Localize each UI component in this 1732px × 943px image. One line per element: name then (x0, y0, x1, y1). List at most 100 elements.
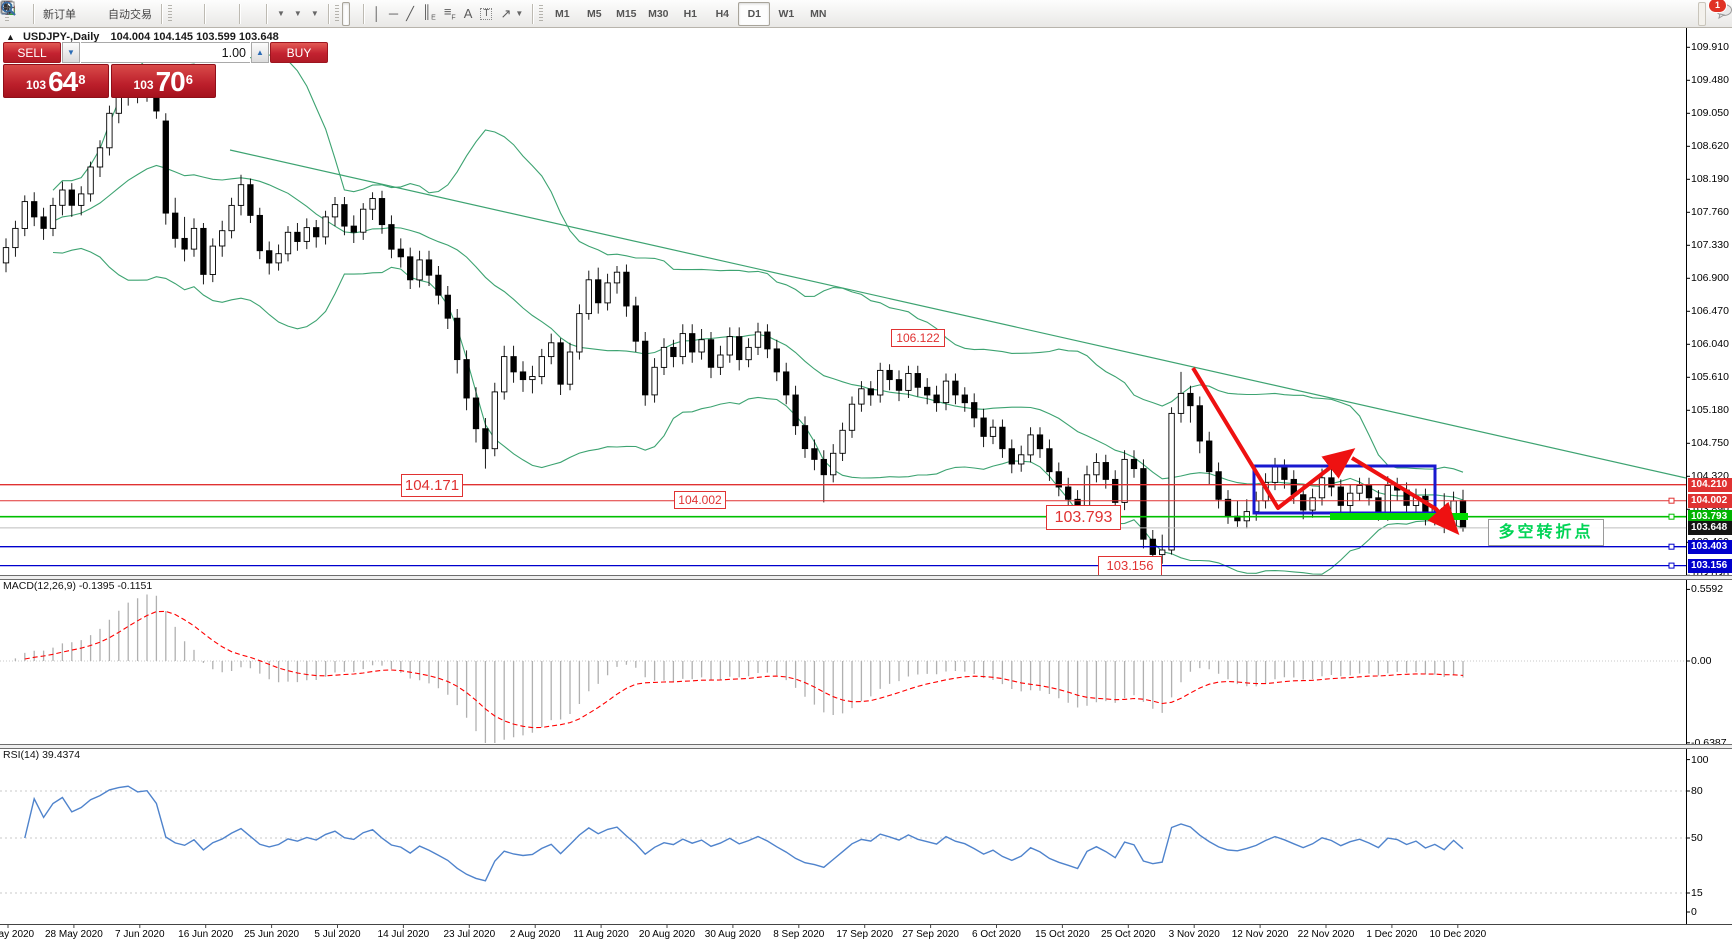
signals-button[interactable] (1, 2, 104, 26)
horizontal-line-button[interactable]: ─ (385, 2, 402, 26)
support-highlight-bar[interactable] (1330, 513, 1468, 520)
chevron-down-icon: ▼ (293, 9, 302, 18)
price-axis-label: 109.050 (1691, 107, 1729, 120)
notifications-button[interactable]: 1 (1708, 0, 1732, 26)
channel-button[interactable]: ║E (418, 2, 440, 26)
macd-pane[interactable] (0, 594, 1686, 744)
axis-ticks (7, 46, 1690, 928)
chart-profiles-button[interactable] (0, 1, 28, 26)
horizontal-line-icon: ─ (388, 6, 399, 21)
price-label-box[interactable]: 106.122 (891, 329, 945, 347)
bollinger-lower-band (52, 247, 1464, 575)
text-label-button[interactable]: T (476, 2, 496, 26)
price-axis-label: 104.750 (1691, 437, 1729, 450)
price-label-box[interactable]: 103.156 (1098, 556, 1162, 576)
crosshair-button[interactable] (1, 1, 358, 26)
price-label-box[interactable]: 103.793 (1046, 505, 1121, 530)
timeframe-button-mn[interactable]: MN (810, 7, 827, 20)
chart-title: ▲ USDJPY-,Daily 104.004 104.145 103.599 … (6, 31, 279, 43)
trend-arrow[interactable] (1350, 456, 1460, 535)
buy-price-int: 103 (133, 78, 154, 92)
macd-axis-label: 0.00 (1691, 655, 1712, 667)
line-handle[interactable] (1668, 562, 1675, 569)
main-price-pane[interactable] (0, 53, 1686, 575)
shapes-button[interactable]: ↗ ▼ (496, 2, 527, 26)
templates-button[interactable]: ▼ (1, 1, 323, 26)
volume-increase-button[interactable]: ▲ (251, 42, 269, 63)
timeframe-button-h1[interactable]: H1 (683, 7, 698, 20)
one-click-trading-panel: SELL ▼ ▲ BUY 103 64 8 103 70 6 (3, 42, 328, 98)
price-tag: 103.793 (1688, 509, 1732, 524)
line-handle[interactable] (1668, 497, 1675, 504)
candlestick-button[interactable] (2, 2, 191, 26)
timeframe-button-m1[interactable]: M1 (555, 7, 570, 20)
rsi-pane[interactable] (0, 785, 1686, 894)
zoom-out-button[interactable] (2, 2, 226, 26)
tile-windows-button[interactable] (1, 1, 234, 26)
timeframe-button-m15[interactable]: M15 (616, 7, 637, 20)
timeframe-button-w1[interactable]: W1 (778, 7, 795, 20)
vertical-line-button[interactable]: │ (369, 2, 385, 26)
search-button[interactable] (1, 1, 1706, 26)
volume-decrease-button[interactable]: ▼ (62, 42, 80, 63)
date-axis-label: 28 May 2020 (44, 929, 103, 940)
one-click-panel-toggle[interactable]: ▲ (6, 32, 15, 42)
sell-price-display[interactable]: 103 64 8 (3, 64, 109, 98)
cursor-button[interactable] (4, 1, 350, 26)
rsi-pane-splitter[interactable] (0, 744, 1732, 749)
macd-histogram (14, 594, 1464, 743)
price-tag: 103.156 (1688, 558, 1732, 573)
timeframe-button-h4[interactable]: H4 (715, 7, 730, 20)
search-icon (1, 1, 16, 16)
date-axis-label: 16 Jun 2020 (178, 929, 234, 940)
date-axis-label: 17 Sep 2020 (836, 929, 894, 940)
candle-wicks (5, 69, 1464, 564)
date-axis-label: 27 Sep 2020 (902, 929, 959, 940)
buy-button[interactable]: BUY (270, 42, 328, 63)
line-chart-button[interactable] (1, 2, 199, 26)
bar-chart-button[interactable] (1, 2, 183, 26)
new-order-label: 新订单 (43, 8, 76, 21)
price-axis-label: 109.910 (1691, 41, 1729, 54)
price-label-box[interactable]: 104.002 (674, 491, 726, 509)
publisher-button[interactable] (1, 2, 96, 26)
timeframe-button-m5[interactable]: M5 (587, 7, 602, 20)
macd-signal-line (24, 610, 1464, 729)
chart-note-annotation[interactable]: 多空转折点 (1488, 519, 1604, 546)
auto-scroll-button[interactable] (1, 2, 253, 26)
timeframe-button-m30[interactable]: M30 (648, 7, 669, 20)
date-axis-label: 12 Nov 2020 (1231, 929, 1289, 940)
date-axis-label: 15 Oct 2020 (1035, 929, 1090, 940)
date-axis-label: 6 Oct 2020 (972, 929, 1021, 940)
text-button[interactable]: A (460, 2, 477, 26)
fibonacci-icon: ≡F (443, 4, 456, 22)
line-handle[interactable] (1668, 543, 1675, 550)
new-order-button[interactable]: 新订单 (1, 0, 80, 26)
sell-button[interactable]: SELL (3, 42, 61, 63)
price-axis-label: 107.330 (1691, 239, 1729, 252)
macd-pane-splitter[interactable] (0, 575, 1732, 580)
volume-input[interactable] (81, 42, 250, 63)
price-tag: 104.210 (1688, 477, 1732, 492)
periods-button[interactable]: ▼ (1, 1, 306, 26)
fibonacci-button[interactable]: ≡F (440, 2, 460, 26)
rsi-axis-label: 80 (1691, 785, 1703, 797)
trend-arrow[interactable] (1191, 366, 1356, 510)
buy-price-display[interactable]: 103 70 6 (110, 64, 216, 98)
autotrading-button[interactable]: 自动交易 (1, 1, 156, 26)
styler-button[interactable] (1, 2, 88, 26)
price-label-box[interactable]: 104.171 (401, 474, 463, 497)
timeframe-button-d1[interactable]: D1 (738, 1, 771, 26)
zoom-in-button[interactable] (2, 2, 218, 26)
bollinger-upper-band (52, 53, 1464, 473)
indicators-button[interactable]: ▼ (0, 2, 289, 26)
trendline-button[interactable]: ╱ (402, 2, 418, 26)
time-axis[interactable] (0, 924, 1732, 925)
date-axis-label: 9 May 2020 (0, 929, 35, 940)
line-handle[interactable] (1668, 513, 1675, 520)
rsi-axis-label: 15 (1691, 887, 1703, 899)
chart-shift-button[interactable] (1, 2, 261, 26)
descending-trendline[interactable] (229, 149, 1686, 479)
